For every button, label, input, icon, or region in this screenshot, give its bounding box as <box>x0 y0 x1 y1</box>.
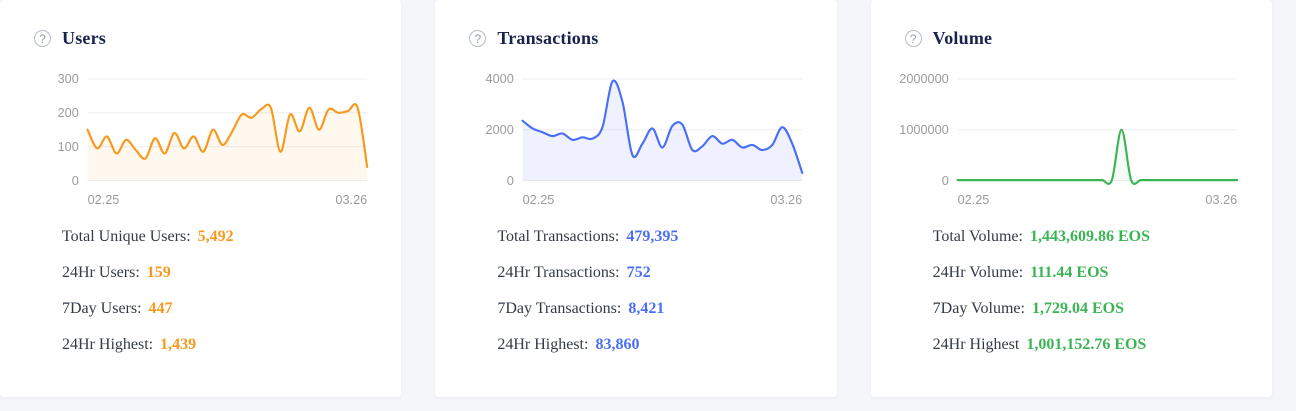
card-title-transactions: Transactions <box>497 28 599 48</box>
stat-label: 24Hr Highest <box>932 336 1020 353</box>
stat-row: Total Volume: 1,443,609.86 EOS <box>933 228 1250 246</box>
stat-value: 111.44 EOS <box>1030 264 1109 281</box>
svg-text:4000: 4000 <box>485 71 513 86</box>
stat-value: 752 <box>626 264 651 281</box>
stat-label: Total Volume: <box>932 228 1023 245</box>
stat-label: Total Unique Users: <box>62 228 191 245</box>
users-card: ? Users 0 100 200 300 02.25 03.26 Total Uniqu… <box>0 0 402 397</box>
transactions-card-header: ? Transactions <box>469 28 814 49</box>
svg-text:02.25: 02.25 <box>958 192 990 207</box>
svg-text:2000000: 2000000 <box>900 71 949 86</box>
volume-line-chart: 0 1000000 2000000 02.25 03.26 <box>900 71 1239 207</box>
stat-label: 7Day Users: <box>62 300 142 317</box>
svg-text:03.26: 03.26 <box>1206 192 1238 207</box>
svg-text:02.25: 02.25 <box>87 192 119 207</box>
stat-row: 24Hr Highest: 1,439 <box>62 336 379 354</box>
stat-row: 24Hr Volume: 111.44 EOS <box>933 264 1250 282</box>
stat-value: 1,443,609.86 EOS <box>1029 228 1150 245</box>
svg-text:03.26: 03.26 <box>770 192 802 207</box>
svg-text:2000: 2000 <box>485 122 513 137</box>
stat-label: 7Day Volume: <box>932 300 1025 317</box>
stat-value: 8,421 <box>628 300 665 317</box>
volume-card: ? Volume 0 1000000 2000000 02.25 03.26 Total… <box>870 0 1272 397</box>
stat-label: 24Hr Highest: <box>62 336 154 353</box>
help-icon[interactable]: ? <box>34 30 51 47</box>
stat-label: 24Hr Volume: <box>932 264 1024 281</box>
help-icon[interactable]: ? <box>469 30 487 47</box>
stat-value: 5,492 <box>197 228 234 245</box>
stat-value: 83,860 <box>595 336 640 353</box>
stat-row: 7Day Users: 447 <box>62 300 379 318</box>
stat-label: 24Hr Highest: <box>497 336 589 353</box>
svg-text:200: 200 <box>57 105 78 120</box>
stat-label: 7Day Transactions: <box>497 300 622 317</box>
transactions-stats: Total Transactions: 479,395 24Hr Transact… <box>497 228 814 354</box>
stat-row: 24Hr Transactions: 752 <box>497 264 814 282</box>
stat-value: 1,729.04 EOS <box>1031 300 1124 317</box>
stat-value: 1,439 <box>160 336 197 353</box>
stat-row: 7Day Volume: 1,729.04 EOS <box>933 300 1250 318</box>
users-line-chart: 0 100 200 300 02.25 03.26 <box>57 71 368 207</box>
volume-stats: Total Volume: 1,443,609.86 EOS 24Hr Volum… <box>933 228 1250 354</box>
svg-text:1000000: 1000000 <box>900 122 949 137</box>
svg-text:300: 300 <box>57 71 78 86</box>
stat-label: 24Hr Users: <box>62 264 140 281</box>
stat-value: 159 <box>146 264 171 281</box>
help-icon[interactable]: ? <box>904 30 922 47</box>
stat-value: 447 <box>148 300 173 317</box>
svg-text:0: 0 <box>71 173 78 188</box>
users-stats: Total Unique Users: 5,492 24Hr Users: 159 … <box>62 228 379 354</box>
svg-text:0: 0 <box>942 173 949 188</box>
transactions-card: ? Transactions 0 2000 4000 02.25 03.26 Total… <box>435 0 837 397</box>
stat-row: 24Hr Users: 159 <box>62 264 379 282</box>
card-title-users: Users <box>62 28 106 48</box>
stat-value: 1,001,152.76 EOS <box>1026 336 1147 353</box>
transactions-line-chart: 0 2000 4000 02.25 03.26 <box>485 71 804 207</box>
stat-row: 24Hr Highest 1,001,152.76 EOS <box>933 336 1250 354</box>
stat-row: 24Hr Highest: 83,860 <box>497 336 814 354</box>
svg-text:100: 100 <box>57 139 78 154</box>
stat-row: Total Transactions: 479,395 <box>497 228 814 246</box>
stat-label: 24Hr Transactions: <box>497 264 620 281</box>
volume-card-header: ? Volume <box>904 28 1250 49</box>
card-title-volume: Volume <box>932 28 993 48</box>
stat-value: 479,395 <box>626 228 679 245</box>
svg-text:0: 0 <box>507 173 514 188</box>
svg-text:02.25: 02.25 <box>523 192 555 207</box>
svg-text:03.26: 03.26 <box>335 192 367 207</box>
stat-label: Total Transactions: <box>497 228 620 245</box>
users-card-header: ? Users <box>34 28 379 49</box>
stat-row: Total Unique Users: 5,492 <box>62 228 379 246</box>
stat-row: 7Day Transactions: 8,421 <box>497 300 814 318</box>
